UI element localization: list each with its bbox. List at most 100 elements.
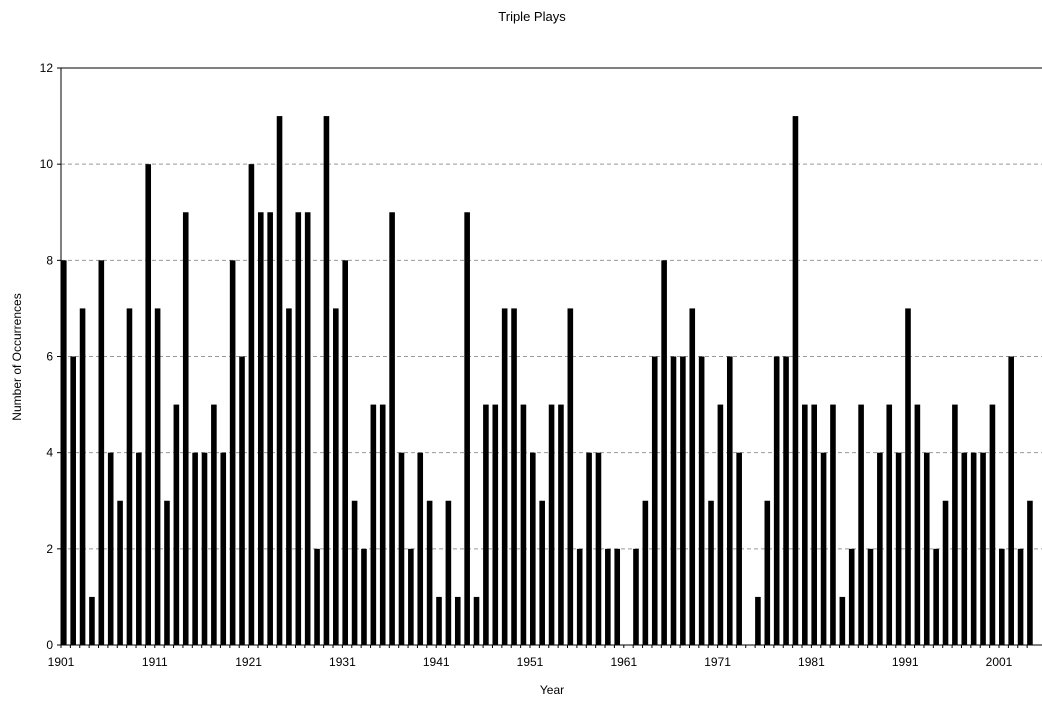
bar-1960 (614, 548, 621, 645)
bar-2004 (1027, 500, 1033, 645)
bar-1934 (370, 404, 377, 645)
bar-1959 (605, 548, 611, 645)
x-tick-label: 2001 (986, 655, 1013, 669)
bar-1933 (361, 548, 367, 645)
bar-1999 (980, 452, 986, 645)
x-tick-label: 1981 (798, 655, 825, 669)
bar-1966 (670, 356, 677, 645)
bar-1919 (229, 260, 236, 645)
bar-1906 (107, 452, 114, 645)
bar-1950 (520, 404, 527, 645)
bar-1958 (595, 452, 602, 645)
bar-1905 (98, 260, 105, 645)
bar-1909 (136, 452, 142, 645)
bar-1969 (698, 356, 705, 645)
bar-1915 (192, 452, 198, 645)
bar-1943 (454, 596, 461, 645)
bar-2003 (1017, 548, 1024, 645)
bar-1938 (408, 548, 414, 645)
bar-1946 (483, 404, 489, 645)
bar-1981 (811, 404, 817, 645)
bar-1901 (61, 260, 67, 645)
bar-1990 (895, 452, 902, 645)
bar-1907 (117, 500, 123, 645)
bar-1910 (145, 164, 152, 645)
x-tick-label: 1991 (892, 655, 919, 669)
bar-1918 (220, 452, 227, 645)
bar-1972 (726, 356, 733, 645)
bar-1980 (802, 404, 808, 645)
chart-title: Triple Plays (498, 9, 566, 24)
bar-1953 (548, 404, 555, 645)
bar-1932 (351, 500, 358, 645)
bar-1940 (426, 500, 433, 645)
bar-1924 (276, 116, 283, 646)
bar-1903 (79, 308, 86, 645)
bar-1914 (182, 212, 189, 645)
bars (61, 116, 1033, 646)
bar-1967 (680, 356, 686, 645)
bar-1949 (511, 308, 517, 645)
bar-1902 (70, 356, 76, 645)
bar-1928 (314, 548, 320, 645)
bar-1930 (333, 308, 339, 645)
bar-1920 (239, 356, 245, 645)
x-tick-label: 1941 (423, 655, 450, 669)
bar-1921 (248, 164, 255, 645)
bar-1948 (501, 308, 508, 645)
bar-2002 (1008, 356, 1014, 645)
bar-1957 (586, 452, 592, 645)
bar-1994 (933, 548, 939, 645)
x-tick-label: 1901 (48, 655, 75, 669)
bar-1979 (792, 116, 799, 646)
bar-1996 (952, 404, 958, 645)
bar-1983 (830, 404, 836, 645)
bar-1984 (839, 596, 846, 645)
x-tick-label: 1921 (235, 655, 262, 669)
x-tick-label: 1931 (329, 655, 356, 669)
bar-1944 (464, 212, 470, 645)
x-tick-label: 1971 (704, 655, 731, 669)
bar-1925 (286, 308, 292, 645)
bar-1978 (783, 356, 789, 645)
bar-1952 (539, 500, 545, 645)
x-tick-label: 1911 (142, 655, 168, 669)
bar-1947 (492, 404, 499, 645)
x-tick-label: 1951 (517, 655, 544, 669)
bar-1985 (848, 548, 855, 645)
bar-1993 (923, 452, 930, 645)
bar-1992 (914, 404, 921, 645)
bar-1951 (530, 452, 536, 645)
bar-1987 (867, 548, 874, 645)
y-tick-labels: 0 2 4 6 8 10 12 (40, 61, 61, 652)
bar-1923 (267, 212, 273, 645)
bar-1965 (661, 260, 667, 645)
bar-2001 (999, 548, 1005, 645)
bar-1976 (764, 500, 771, 645)
bar-1955 (567, 308, 574, 645)
bar-1998 (970, 452, 977, 645)
bar-1904 (89, 596, 95, 645)
y-tick-label: 8 (46, 253, 53, 267)
y-tick-label: 4 (46, 446, 53, 460)
bar-1926 (295, 212, 302, 645)
bar-1913 (173, 404, 180, 645)
bar-1956 (576, 548, 583, 645)
y-tick-label: 2 (46, 542, 53, 556)
bar-1973 (736, 452, 742, 645)
bar-1977 (773, 356, 780, 645)
bar-1988 (877, 452, 883, 645)
bar-1954 (558, 404, 564, 645)
x-tick-label: 1961 (610, 655, 637, 669)
x-axis-title: Year (540, 683, 564, 697)
bar-1929 (323, 116, 330, 646)
bar-2000 (989, 404, 996, 645)
y-tick-label: 10 (40, 157, 54, 171)
bar-1917 (211, 404, 217, 645)
bar-1962 (633, 548, 639, 645)
y-tick-label: 0 (46, 638, 53, 652)
bar-1995 (942, 500, 949, 645)
bar-1968 (689, 308, 696, 645)
bar-1912 (164, 500, 170, 645)
bar-1922 (257, 212, 264, 645)
